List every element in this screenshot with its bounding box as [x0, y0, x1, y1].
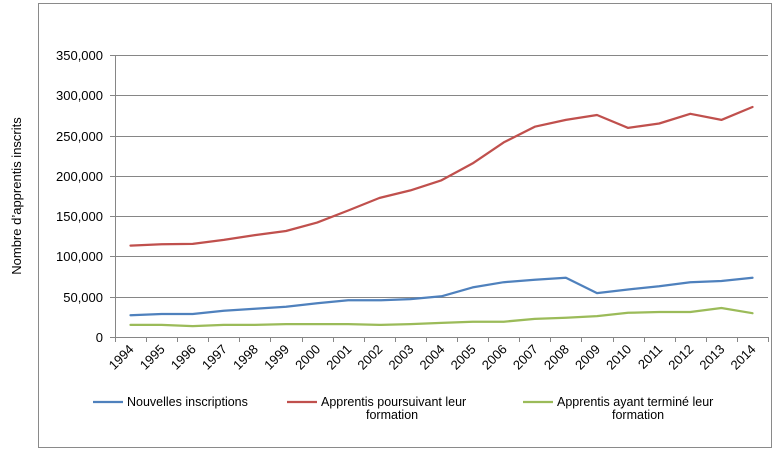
y-tick-label: 100,000	[56, 249, 103, 264]
y-tick-label: 50,000	[63, 290, 103, 305]
legend-item-1: Nouvelles inscriptions	[93, 395, 248, 409]
gridlines	[115, 55, 768, 298]
y-tick-label: 150,000	[56, 209, 103, 224]
legend-label: Apprentis poursuivant leur formation	[321, 395, 466, 422]
legend-item-3: Apprentis ayant terminé leur formation	[523, 395, 713, 422]
chart-border	[38, 3, 772, 448]
series-line-2	[129, 105, 754, 247]
y-tick-label: 350,000	[56, 48, 103, 63]
legend-label: Apprentis ayant terminé leur formation	[557, 395, 713, 422]
legend-label: Nouvelles inscriptions	[127, 395, 248, 409]
y-tick-label: 300,000	[56, 88, 103, 103]
legend: Nouvelles inscriptions Apprentis poursuiv…	[93, 395, 713, 422]
series-lines	[129, 105, 754, 328]
series-line-3	[129, 306, 754, 328]
y-tick-label: 200,000	[56, 169, 103, 184]
legend-item-2: Apprentis poursuivant leur formation	[287, 395, 466, 422]
y-axis-title: Nombre d’apprentis inscrits	[9, 117, 24, 275]
y-tick-label: 250,000	[56, 129, 103, 144]
y-tick-label: 0	[96, 330, 103, 345]
series-line-1	[129, 276, 754, 317]
y-axis-title-group: Nombre d’apprentis inscrits	[9, 117, 24, 275]
